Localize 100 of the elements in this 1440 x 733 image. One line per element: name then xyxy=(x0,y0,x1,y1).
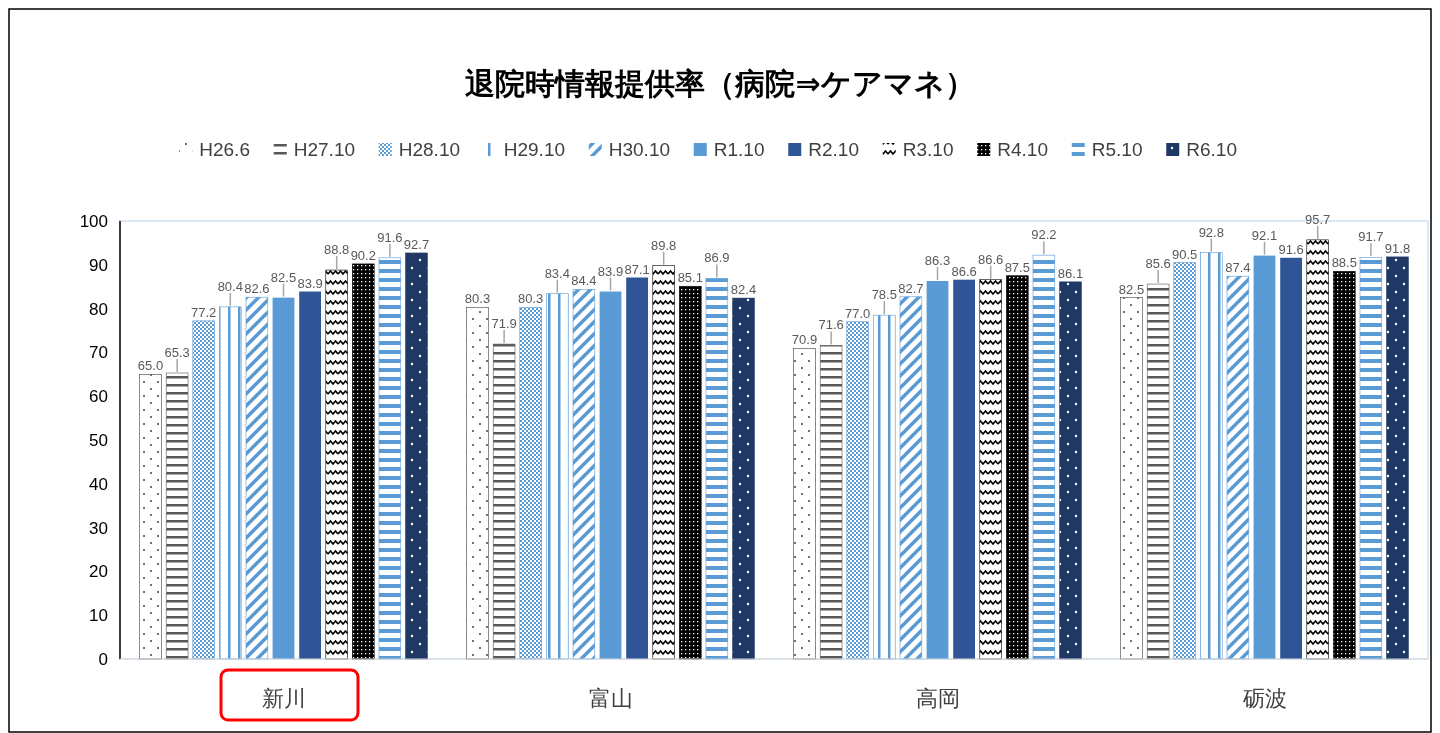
data-label: 90.5 xyxy=(1172,246,1198,262)
y-tick-label: 0 xyxy=(98,649,108,669)
bar xyxy=(1173,262,1196,660)
data-label: 89.8 xyxy=(651,237,677,253)
legend-label: H29.10 xyxy=(503,139,566,160)
bar xyxy=(219,306,242,660)
bar xyxy=(492,343,516,660)
data-label: 91.8 xyxy=(1384,240,1411,256)
bar xyxy=(245,296,269,660)
bar xyxy=(1059,281,1082,660)
data-label: 83.9 xyxy=(297,275,323,291)
bar xyxy=(1333,271,1356,660)
bar xyxy=(1253,255,1276,659)
legend-label: R1.10 xyxy=(713,139,765,160)
y-tick-label: 30 xyxy=(89,518,108,538)
bar xyxy=(732,297,755,660)
data-label: 71.6 xyxy=(818,317,844,333)
data-label: 82.7 xyxy=(898,280,924,296)
data-label: 86.3 xyxy=(924,253,951,269)
data-label: 82.5 xyxy=(270,269,297,285)
bar xyxy=(626,277,648,659)
data-label: 90.2 xyxy=(350,247,376,263)
y-tick-label: 10 xyxy=(89,606,108,626)
y-tick-label: 90 xyxy=(89,255,108,275)
data-label: 77.0 xyxy=(845,305,871,321)
bar xyxy=(1306,239,1329,660)
y-tick-label: 80 xyxy=(89,299,108,319)
bar xyxy=(926,281,949,659)
data-label: 65.3 xyxy=(164,344,190,360)
data-label: 84.4 xyxy=(571,273,597,289)
data-label: 65.0 xyxy=(137,358,164,374)
bar xyxy=(899,296,923,660)
data-label: 95.7 xyxy=(1305,211,1331,227)
data-label: 92.8 xyxy=(1198,224,1224,240)
data-label: 71.9 xyxy=(491,316,517,332)
data-label: 86.1 xyxy=(1057,265,1084,281)
legend-label: R3.10 xyxy=(902,139,954,160)
legend-label: R2.10 xyxy=(808,139,859,160)
bar xyxy=(1280,257,1302,659)
legend-label: R6.10 xyxy=(1186,139,1237,160)
bar xyxy=(953,279,975,659)
bar xyxy=(873,314,896,660)
data-label: 77.2 xyxy=(191,304,217,320)
bar xyxy=(599,291,622,659)
bar xyxy=(519,306,542,660)
legend-label: H28.10 xyxy=(398,139,461,160)
legend-label: R5.10 xyxy=(1091,139,1143,160)
bar xyxy=(352,263,375,660)
data-label: 70.9 xyxy=(791,332,818,348)
bar xyxy=(705,278,729,660)
bar xyxy=(679,285,702,660)
bar xyxy=(652,265,675,660)
data-label: 86.6 xyxy=(951,263,977,279)
x-tick-label: 高岡 xyxy=(915,686,960,711)
data-label: 92.2 xyxy=(1031,227,1057,243)
data-label: 87.4 xyxy=(1225,260,1251,276)
bar xyxy=(139,374,162,660)
bar xyxy=(572,289,596,660)
bar xyxy=(466,306,489,660)
data-label: 82.4 xyxy=(730,282,757,298)
y-tick-label: 70 xyxy=(89,343,108,363)
bar xyxy=(979,279,1002,660)
bar xyxy=(1386,256,1409,660)
data-label: 91.6 xyxy=(1278,241,1304,257)
data-label: 86.9 xyxy=(704,250,730,266)
x-tick-label: 砺波 xyxy=(1241,686,1287,711)
data-label: 88.8 xyxy=(324,242,350,258)
data-label: 91.6 xyxy=(377,229,403,245)
data-label: 80.3 xyxy=(518,291,544,307)
data-label: 82.5 xyxy=(1118,281,1145,297)
legend-label: R4.10 xyxy=(997,139,1048,160)
data-label: 83.9 xyxy=(597,263,624,279)
data-label: 92.1 xyxy=(1251,227,1278,243)
data-label: 82.6 xyxy=(244,281,270,297)
legend-label: H27.10 xyxy=(293,139,356,160)
data-label: 87.5 xyxy=(1004,259,1030,275)
bar xyxy=(819,345,843,660)
bar xyxy=(192,320,215,660)
data-label: 85.6 xyxy=(1145,256,1171,272)
data-label: 80.4 xyxy=(217,278,243,294)
bar xyxy=(272,297,295,659)
data-label: 78.5 xyxy=(871,287,897,303)
bar xyxy=(1200,252,1223,660)
y-tick-label: 100 xyxy=(79,211,108,231)
bar xyxy=(846,321,869,660)
data-label: 85.1 xyxy=(677,270,703,286)
bar xyxy=(1120,297,1143,660)
x-tick-label: 新川 xyxy=(261,686,306,711)
y-tick-label: 20 xyxy=(89,562,108,582)
bar xyxy=(325,269,348,660)
y-tick-label: 60 xyxy=(89,387,108,407)
y-tick-label: 40 xyxy=(89,474,108,494)
data-label: 80.3 xyxy=(464,291,491,307)
data-label: 87.1 xyxy=(624,261,650,277)
bar xyxy=(165,372,189,660)
bar xyxy=(1226,275,1250,660)
bar xyxy=(405,252,428,660)
x-tick-label: 富山 xyxy=(588,686,633,711)
legend-label: H26.6 xyxy=(199,139,250,160)
bar xyxy=(793,348,816,660)
